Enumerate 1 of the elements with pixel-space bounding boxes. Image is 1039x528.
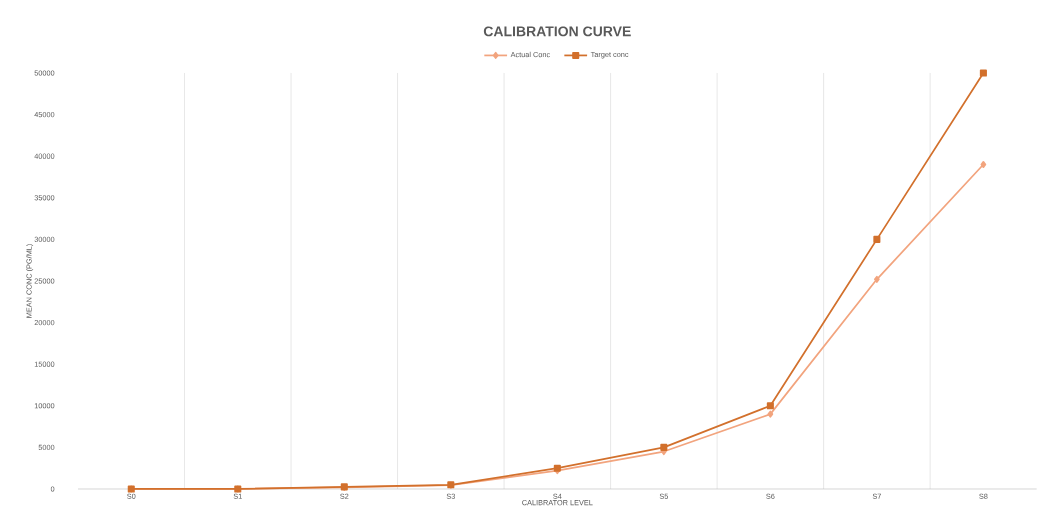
chart-title: CALIBRATION CURVE bbox=[483, 26, 631, 37]
